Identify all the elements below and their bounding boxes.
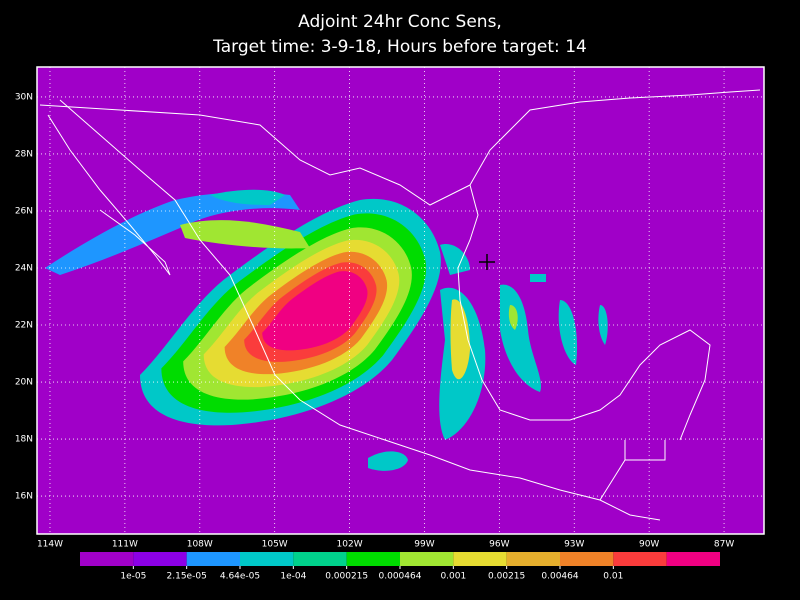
colorbar-box <box>506 552 560 566</box>
colorbar-box <box>560 552 614 566</box>
colorbar-label: 0.000215 <box>325 572 368 582</box>
lon-tick-label: 87W <box>714 540 734 550</box>
colorbar-box <box>613 552 667 566</box>
contour <box>368 451 408 471</box>
colorbar-label: 0.00464 <box>541 572 578 582</box>
colorbar-box <box>400 552 454 566</box>
colorbar-label: 0.001 <box>440 572 466 582</box>
colorbar-box <box>80 552 134 566</box>
colorbar-box <box>186 552 240 566</box>
contour <box>440 244 470 275</box>
lon-tick-label: 105W <box>262 540 288 550</box>
contour <box>558 300 578 365</box>
title-line: Target time: 3-9-18, Hours before target… <box>212 37 587 57</box>
lat-tick-label: 24N <box>15 263 33 273</box>
colorbar-label: 0.00215 <box>488 572 525 582</box>
contour <box>210 189 285 205</box>
lon-tick-label: 108W <box>187 540 213 550</box>
lon-tick-label: 102W <box>337 540 363 550</box>
lat-tick-label: 20N <box>15 378 33 388</box>
border <box>39 104 471 206</box>
lon-tick-label: 93W <box>564 540 584 550</box>
colorbar-label: 2.15e-05 <box>167 572 207 582</box>
map-frame <box>36 66 765 535</box>
title-line: Adjoint 24hr Conc Sens, <box>298 12 502 32</box>
colorbar-box <box>293 552 347 566</box>
lon-tick-label: 111W <box>112 540 138 550</box>
coastline <box>59 99 661 521</box>
lon-tick-label: 96W <box>489 540 509 550</box>
lat-tick-label: 28N <box>15 149 33 159</box>
contour <box>530 274 546 282</box>
lon-tick-label: 99W <box>414 540 434 550</box>
lon-tick-label: 90W <box>639 540 659 550</box>
lat-tick-label: 16N <box>15 492 33 502</box>
colorbar-box <box>453 552 507 566</box>
colorbar-box <box>346 552 400 566</box>
coastline <box>47 114 171 276</box>
coastline <box>469 89 761 186</box>
colorbar-label: 4.64e-05 <box>220 572 260 582</box>
lat-tick-label: 18N <box>15 435 33 445</box>
colorbar-label: 1e-05 <box>120 572 146 582</box>
lat-tick-label: 26N <box>15 206 33 216</box>
contour <box>45 192 300 275</box>
lat-tick-label: 30N <box>15 92 33 102</box>
colorbar-box <box>666 552 720 566</box>
contour <box>508 305 518 330</box>
lon-tick-label: 114W <box>37 540 63 550</box>
colorbar-label: 0.01 <box>603 572 623 582</box>
sensitivity-field <box>45 189 608 471</box>
target-marker <box>479 254 495 270</box>
contour <box>598 305 608 345</box>
colorbar-box <box>240 552 294 566</box>
colorbar-label: 0.000464 <box>379 572 422 582</box>
contour <box>450 299 470 380</box>
colorbar-box <box>133 552 187 566</box>
border <box>599 440 666 501</box>
colorbar-label: 1e-04 <box>280 572 306 582</box>
contour <box>180 220 310 249</box>
lat-tick-label: 22N <box>15 321 33 331</box>
